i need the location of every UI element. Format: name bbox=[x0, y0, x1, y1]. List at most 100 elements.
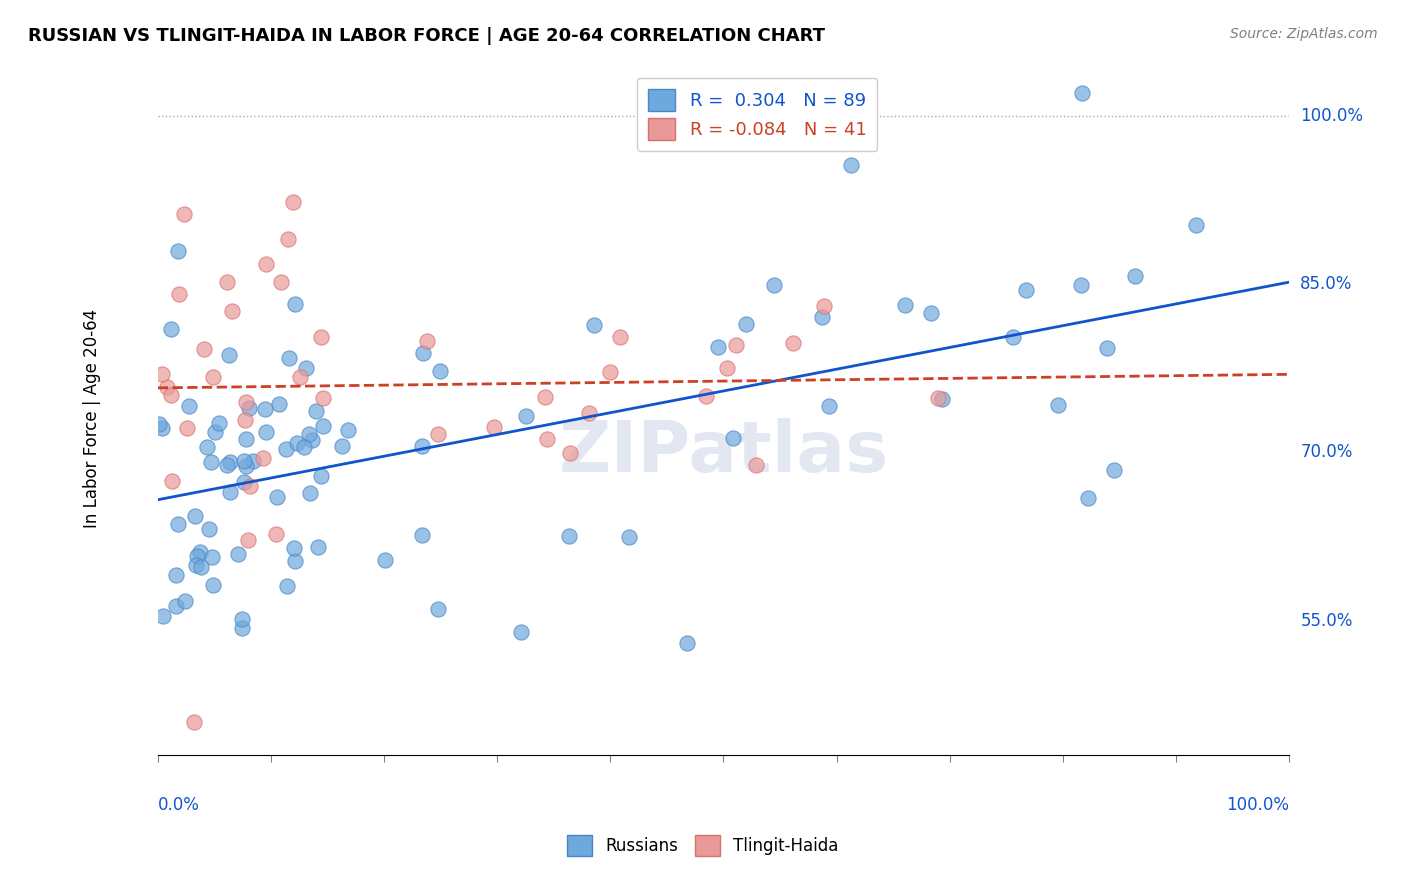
Text: ZIPatlas: ZIPatlas bbox=[558, 418, 889, 487]
Point bbox=[283, 541, 305, 555]
Point bbox=[150, 420, 173, 434]
Point bbox=[267, 397, 290, 411]
Point bbox=[160, 322, 183, 336]
Point bbox=[173, 207, 195, 221]
Point bbox=[204, 425, 226, 439]
Point bbox=[179, 400, 201, 414]
Point bbox=[1046, 398, 1069, 412]
Text: 0.0%: 0.0% bbox=[157, 796, 200, 814]
Point bbox=[266, 490, 288, 504]
Point bbox=[233, 475, 256, 489]
Point bbox=[1002, 329, 1025, 343]
Point bbox=[193, 342, 215, 356]
Text: 100.0%: 100.0% bbox=[1301, 107, 1364, 125]
Point bbox=[411, 528, 433, 542]
Point bbox=[1077, 491, 1099, 505]
Point bbox=[274, 442, 297, 457]
Point bbox=[285, 436, 308, 450]
Point bbox=[217, 458, 239, 473]
Point bbox=[235, 458, 257, 473]
Point bbox=[782, 335, 804, 350]
Point bbox=[763, 278, 786, 293]
Point bbox=[167, 516, 190, 531]
Point bbox=[186, 549, 208, 563]
Point bbox=[150, 367, 173, 381]
Point bbox=[284, 296, 307, 310]
Point bbox=[236, 533, 259, 548]
Point bbox=[284, 554, 307, 568]
Point bbox=[190, 560, 212, 574]
Point bbox=[1070, 278, 1092, 293]
Point bbox=[558, 445, 581, 459]
Point bbox=[599, 365, 621, 379]
Point bbox=[235, 433, 257, 447]
Point bbox=[160, 388, 183, 402]
Point bbox=[304, 404, 326, 418]
Point bbox=[162, 474, 184, 488]
Point bbox=[894, 298, 917, 312]
Point bbox=[309, 330, 332, 344]
Point bbox=[510, 624, 533, 639]
Point bbox=[235, 413, 257, 427]
Text: Source: ZipAtlas.com: Source: ZipAtlas.com bbox=[1230, 27, 1378, 41]
Point bbox=[276, 579, 298, 593]
Point bbox=[927, 392, 949, 406]
Text: 70.0%: 70.0% bbox=[1301, 443, 1353, 461]
Point bbox=[174, 593, 197, 607]
Point bbox=[238, 479, 260, 493]
Point bbox=[721, 431, 744, 445]
Point bbox=[198, 523, 221, 537]
Point bbox=[231, 621, 253, 635]
Point bbox=[312, 392, 335, 406]
Point bbox=[330, 439, 353, 453]
Point bbox=[292, 441, 315, 455]
Point bbox=[309, 468, 332, 483]
Point bbox=[188, 545, 211, 559]
Point bbox=[534, 390, 557, 404]
Point bbox=[427, 426, 450, 441]
Point bbox=[281, 195, 304, 210]
Point bbox=[617, 530, 640, 544]
Point bbox=[217, 275, 239, 289]
Point bbox=[218, 348, 240, 362]
Point bbox=[811, 310, 834, 324]
Point bbox=[288, 370, 311, 384]
Point bbox=[374, 553, 396, 567]
Point bbox=[152, 609, 174, 624]
Point bbox=[558, 529, 581, 543]
Point bbox=[254, 257, 277, 271]
Point bbox=[1070, 87, 1092, 101]
Point bbox=[301, 433, 323, 447]
Point bbox=[298, 427, 321, 442]
Point bbox=[184, 508, 207, 523]
Point bbox=[183, 714, 205, 729]
Point bbox=[429, 364, 451, 378]
Point bbox=[311, 419, 333, 434]
Point bbox=[219, 485, 242, 500]
Point bbox=[264, 527, 287, 541]
Point bbox=[745, 458, 768, 472]
Point bbox=[609, 330, 631, 344]
Point bbox=[238, 401, 260, 416]
Point bbox=[195, 440, 218, 454]
Point bbox=[219, 455, 242, 469]
Point bbox=[201, 369, 224, 384]
Point bbox=[298, 486, 321, 500]
Legend: R =  0.304   N = 89, R = -0.084   N = 41: R = 0.304 N = 89, R = -0.084 N = 41 bbox=[637, 78, 877, 151]
Point bbox=[582, 318, 605, 333]
Point bbox=[818, 399, 841, 413]
Point bbox=[1015, 283, 1038, 297]
Point bbox=[242, 454, 264, 468]
Point bbox=[221, 304, 243, 318]
Text: RUSSIAN VS TLINGIT-HAIDA IN LABOR FORCE | AGE 20-64 CORRELATION CHART: RUSSIAN VS TLINGIT-HAIDA IN LABOR FORCE … bbox=[28, 27, 825, 45]
Point bbox=[813, 299, 835, 313]
Point bbox=[1185, 218, 1208, 232]
Point bbox=[231, 612, 253, 626]
Point bbox=[725, 338, 748, 352]
Point bbox=[200, 455, 222, 469]
Point bbox=[201, 549, 224, 564]
Point bbox=[482, 420, 505, 434]
Point bbox=[277, 351, 299, 365]
Point bbox=[1102, 463, 1125, 477]
Point bbox=[841, 158, 863, 172]
